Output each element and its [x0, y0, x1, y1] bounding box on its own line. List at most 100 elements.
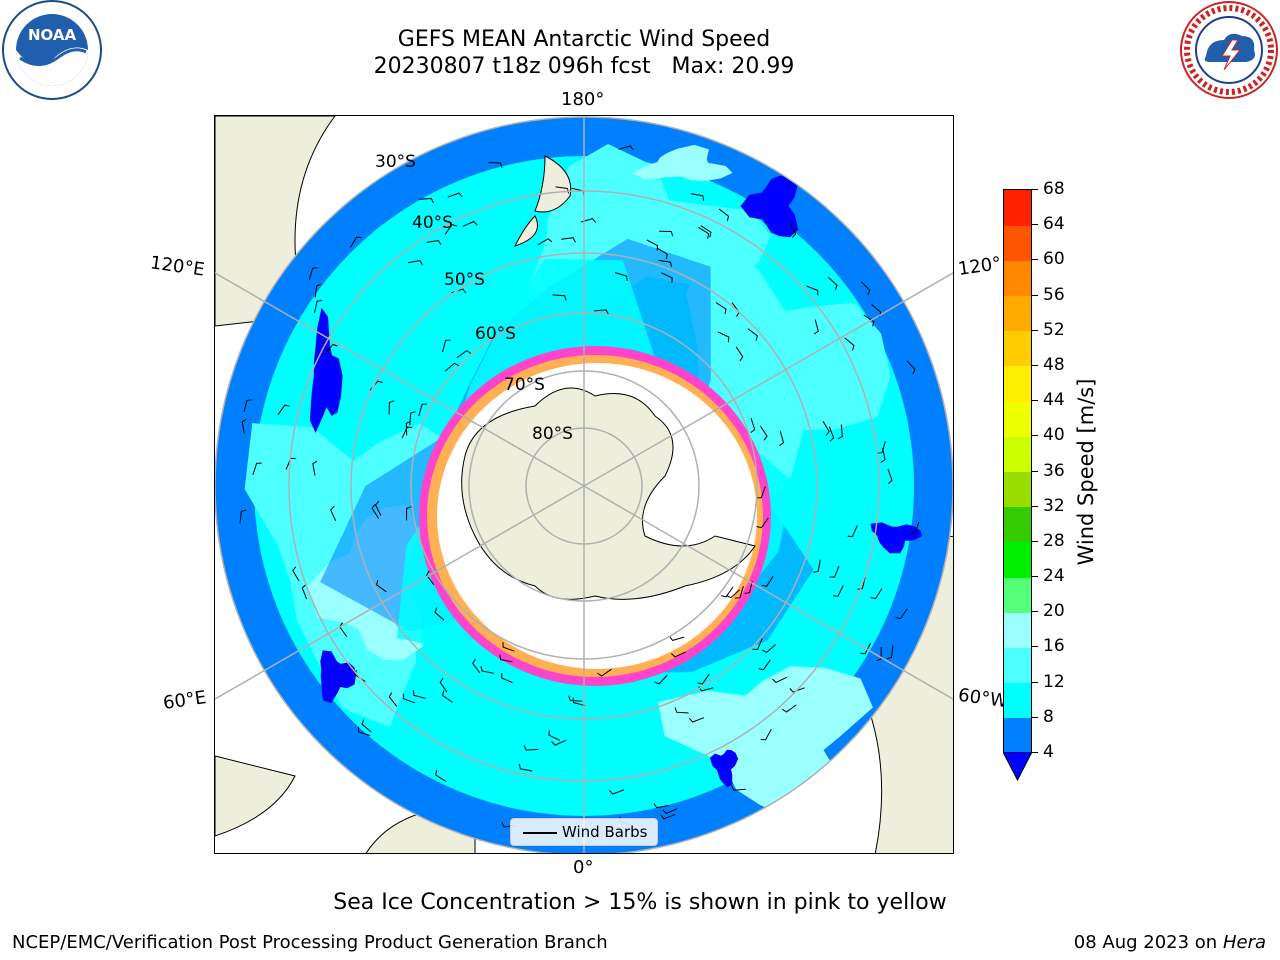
colorbar-tick-label: 8 [1043, 706, 1054, 727]
wind-barb [744, 580, 753, 594]
footer-date-text: 08 Aug 2023 on [1073, 932, 1218, 953]
wind-barb [906, 360, 916, 375]
colorbar-tick-label: 60 [1043, 249, 1065, 270]
wind-barb [656, 247, 668, 260]
wind-barb [241, 418, 247, 434]
colorbar-tickmark [1032, 294, 1038, 296]
colorbar-segment [1004, 506, 1031, 543]
wind-barb [314, 283, 322, 298]
wind-barb [813, 319, 819, 335]
wind-barb [401, 426, 413, 439]
wind-barb [731, 785, 746, 791]
wind-barb-legend-line [523, 832, 557, 834]
title-line-2: 20230807 t18z 096h fcst Max: 20.99 [373, 54, 795, 79]
wind-barb [277, 404, 290, 416]
wind-barb [861, 281, 871, 296]
wind-barb [594, 309, 609, 315]
title-line-1: GEFS MEAN Antarctic Wind Speed [397, 27, 771, 52]
colorbar-tickmark [1032, 470, 1038, 472]
colorbar-segment [1004, 682, 1031, 719]
wind-barb-legend: Wind Barbs [510, 818, 658, 846]
wind-barb [434, 607, 445, 621]
wind-barb [614, 272, 628, 282]
wind-barb [376, 579, 387, 593]
wind-streak [740, 174, 799, 238]
wind-barb [488, 162, 503, 168]
wind-barb [844, 337, 855, 351]
colorbar-segment [1004, 330, 1031, 367]
wind-barb [761, 575, 774, 587]
wind-barb [760, 425, 768, 441]
noaa-logo-text: NOAA [28, 26, 77, 44]
lon-label-60w: 60°W [956, 684, 1009, 713]
wind-streak [320, 650, 356, 704]
wind-barb [374, 500, 382, 516]
wind-barb [314, 299, 323, 314]
wind-barb [822, 420, 830, 436]
colorbar-tick-label: 32 [1043, 495, 1065, 516]
wind-barb [829, 565, 840, 578]
wind-barb [442, 690, 453, 703]
wind-barbs [239, 145, 920, 828]
wind-barb [523, 745, 539, 751]
graticule [215, 116, 953, 853]
lat-label-50s: 50°S [444, 270, 485, 290]
chart-title: GEFS MEAN Antarctic Wind Speed 20230807 … [284, 26, 884, 80]
wind-barb [734, 586, 744, 599]
antarctic-map [214, 115, 954, 854]
colorbar-segment [1004, 260, 1031, 297]
wind-barb [406, 506, 412, 521]
footer-credit: NCEP/EMC/Verification Post Processing Pr… [12, 932, 608, 953]
wind-barb [895, 608, 908, 620]
wind-barb [548, 730, 561, 741]
meridian-line [215, 485, 585, 700]
colorbar-segment [1004, 541, 1031, 578]
wind-barb [700, 225, 712, 238]
nws-logo [1178, 0, 1280, 100]
wind-barb [371, 504, 380, 519]
wind-barb [659, 230, 674, 237]
wind-barb [552, 294, 567, 301]
wind-barb [408, 260, 423, 266]
wind-barb [909, 521, 920, 534]
noaa-logo: NOAA [0, 0, 104, 100]
colorbar-tick-label: 56 [1043, 284, 1065, 305]
colorbar-tick-label: 48 [1043, 354, 1065, 375]
wind-barb [860, 642, 872, 655]
lat-label-30s: 30°S [375, 152, 416, 172]
colorbar-segment [1004, 401, 1031, 437]
wind-barb [756, 486, 766, 499]
wind-barb [870, 588, 883, 600]
colorbar-tick-label: 52 [1043, 319, 1065, 340]
colorbar-segment [1004, 295, 1031, 332]
wind-barb [350, 236, 362, 248]
wind-barb [301, 584, 308, 600]
wind-speed-colorbar [1003, 189, 1032, 754]
land-new-zealand-south [514, 215, 538, 247]
colorbar-tickmark [1032, 329, 1038, 331]
lon-label-120w: 120° [956, 253, 1003, 280]
colorbar-tick-label: 40 [1043, 425, 1065, 446]
wind-barb [832, 585, 844, 597]
wind-barb [715, 302, 727, 315]
wind-barb [456, 350, 472, 359]
colorbar-tickmark [1032, 505, 1038, 507]
wind-barb [518, 763, 533, 772]
wind-barb [426, 239, 442, 246]
wind-barb [405, 420, 412, 436]
land-new-zealand [534, 155, 572, 213]
wind-barb [782, 704, 797, 713]
lat-label-80s: 80°S [532, 424, 573, 444]
wind-barb [502, 642, 515, 652]
colorbar-tickmark [1032, 364, 1038, 366]
wind-barb [572, 697, 586, 707]
wind-barb [857, 576, 866, 590]
wind-barb [671, 651, 687, 658]
footer-date: 08 Aug 2023 on Hera [1074, 932, 1266, 953]
colorbar-tick-label: 28 [1043, 530, 1065, 551]
lat-label-70s: 70°S [504, 375, 545, 395]
colorbar-segment [1004, 471, 1031, 508]
wind-barb [425, 570, 435, 586]
lon-label-120e: 120°E [148, 252, 206, 281]
wind-barb [653, 803, 669, 809]
